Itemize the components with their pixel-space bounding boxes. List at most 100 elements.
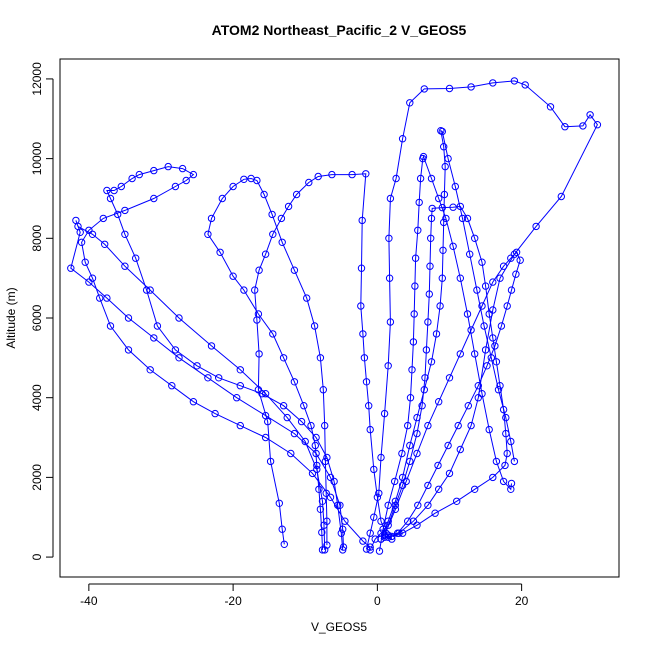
data-point	[303, 294, 311, 302]
series-line-5	[70, 220, 344, 550]
data-point	[384, 517, 392, 525]
data-point	[106, 322, 115, 330]
data-point	[366, 543, 374, 551]
x-tick-label: 0	[374, 594, 381, 608]
y-tick-label: 8000	[30, 225, 44, 252]
data-point	[502, 429, 510, 438]
data-point	[229, 182, 237, 191]
data-point	[481, 282, 490, 290]
data-point	[467, 421, 475, 430]
data-point	[103, 186, 111, 195]
data-point	[207, 342, 216, 350]
data-point	[398, 529, 407, 537]
data-point	[478, 302, 486, 310]
data-point	[380, 409, 389, 418]
data-point	[386, 194, 395, 203]
data-point	[348, 170, 356, 179]
data-point	[496, 382, 504, 390]
data-point	[478, 390, 486, 398]
data-point	[487, 354, 495, 362]
data-point	[85, 278, 93, 286]
data-point	[216, 248, 224, 257]
data-point	[507, 286, 516, 294]
data-point	[362, 170, 370, 178]
data-point	[307, 421, 315, 430]
data-point	[365, 402, 373, 410]
data-point	[413, 521, 421, 529]
data-point	[499, 262, 508, 270]
data-point	[280, 540, 288, 548]
y-tick-label: 0	[30, 553, 44, 560]
data-point	[341, 517, 349, 525]
data-point	[439, 246, 447, 255]
data-point	[279, 402, 288, 410]
data-point	[411, 254, 420, 262]
data-point	[266, 457, 275, 466]
series-line-8	[380, 129, 515, 540]
data-point	[261, 411, 270, 420]
data-point	[434, 461, 442, 470]
data-point	[432, 330, 441, 338]
data-point	[175, 314, 183, 322]
data-point	[428, 204, 436, 213]
data-point	[150, 334, 158, 342]
data-point	[318, 546, 327, 554]
data-point	[150, 166, 158, 175]
data-point	[236, 421, 245, 430]
data-point	[366, 425, 374, 434]
data-point	[255, 350, 263, 358]
data-point	[310, 322, 319, 330]
data-point	[339, 543, 348, 551]
data-point	[178, 164, 187, 173]
data-point	[409, 338, 418, 346]
data-point	[81, 258, 89, 266]
data-point	[507, 437, 515, 446]
data-point	[414, 226, 422, 235]
data-point	[189, 170, 198, 179]
data-point	[164, 162, 172, 171]
data-point	[384, 533, 392, 541]
data-point	[474, 394, 482, 402]
data-point	[255, 266, 263, 274]
data-point	[440, 190, 449, 199]
data-point	[321, 421, 329, 430]
data-point	[532, 222, 540, 231]
data-point	[586, 111, 594, 119]
data-point	[489, 79, 497, 87]
y-tick-label: 4000	[30, 384, 44, 411]
data-point	[456, 274, 464, 282]
data-point	[420, 386, 428, 394]
data-point	[236, 366, 245, 374]
data-point	[435, 194, 443, 203]
data-point	[308, 469, 317, 478]
data-point	[204, 230, 212, 239]
data-point	[449, 242, 457, 251]
data-point	[546, 103, 555, 111]
data-point	[445, 84, 454, 93]
series-line-3	[207, 177, 328, 550]
data-point	[377, 517, 385, 525]
data-point	[218, 194, 227, 203]
data-point	[339, 525, 347, 533]
data-point	[440, 143, 448, 151]
data-point	[512, 248, 521, 257]
data-point	[380, 531, 389, 539]
data-point	[404, 517, 412, 525]
data-point	[471, 485, 479, 493]
x-tick-label: -20	[224, 594, 242, 608]
data-point	[454, 421, 462, 430]
data-point	[398, 135, 407, 143]
data-point	[121, 206, 129, 215]
data-point	[283, 413, 291, 422]
data-point	[258, 390, 266, 398]
data-point	[323, 541, 331, 549]
data-point	[96, 294, 104, 302]
data-point	[67, 264, 75, 272]
data-point	[117, 182, 126, 191]
data-point	[359, 537, 367, 545]
data-point	[101, 240, 109, 249]
data-point	[284, 202, 293, 211]
data-point	[494, 386, 503, 394]
data-point	[106, 194, 115, 203]
y-axis-label: Altitude (m)	[4, 287, 18, 348]
